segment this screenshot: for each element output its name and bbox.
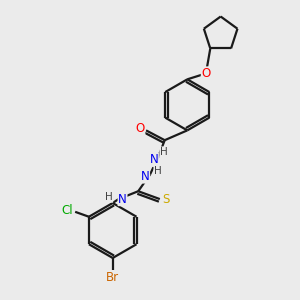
Text: N: N: [118, 193, 127, 206]
Text: Cl: Cl: [61, 204, 73, 218]
Text: O: O: [136, 122, 145, 135]
Text: O: O: [201, 67, 211, 80]
Text: H: H: [105, 192, 113, 202]
Text: Br: Br: [106, 271, 119, 284]
Text: N: N: [150, 153, 158, 166]
Text: H: H: [160, 147, 168, 157]
Text: H: H: [154, 166, 162, 176]
Text: S: S: [162, 193, 169, 206]
Text: N: N: [141, 170, 149, 183]
